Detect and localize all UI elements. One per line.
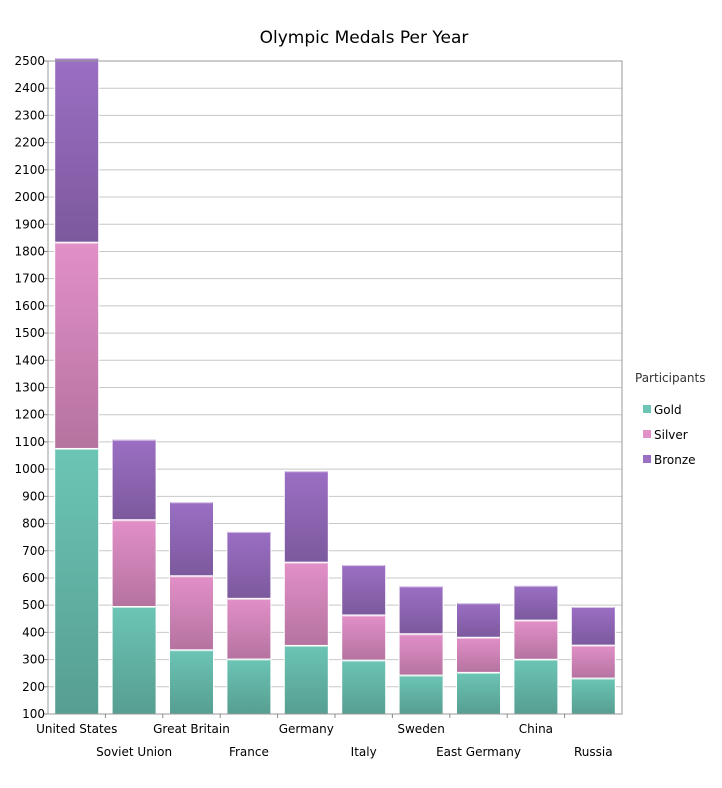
bar-bronze-great-britain <box>169 501 214 577</box>
y-tick-label: 2300 <box>14 108 45 122</box>
x-category-label: United States <box>36 722 117 736</box>
bar-silver-soviet-union <box>111 519 157 608</box>
y-tick-label: 1300 <box>14 381 45 395</box>
y-tick-label: 400 <box>22 625 45 639</box>
y-tick-label: 1000 <box>14 462 45 476</box>
y-tick-label: 900 <box>22 489 45 503</box>
bar-silver-france <box>226 597 272 660</box>
x-category-label: China <box>519 722 553 736</box>
bar-gold-soviet-union <box>111 606 157 715</box>
x-category-label: Russia <box>574 745 613 759</box>
x-category-label: France <box>229 745 269 759</box>
y-tick-label: 200 <box>22 680 45 694</box>
bar-silver-great-britain <box>169 575 214 651</box>
legend-title: Participants <box>635 371 706 385</box>
legend-swatch-silver <box>643 430 651 438</box>
bar-silver-china <box>513 619 559 660</box>
y-tick-label: 2000 <box>14 190 45 204</box>
bar-silver-germany <box>283 561 329 646</box>
x-category-label: Great Britain <box>153 722 230 736</box>
bar-bronze-east-germany <box>456 602 501 638</box>
legend-label-silver: Silver <box>654 428 688 442</box>
y-tick-label: 300 <box>22 653 45 667</box>
y-tick-label: 1700 <box>14 272 45 286</box>
axes: 100 200 300 400 500 600 700 800 900 1000 1100 1200 1… <box>14 54 623 759</box>
y-tick-label: 100 <box>22 707 45 721</box>
x-category-label: Soviet Union <box>96 745 172 759</box>
bar-silver-united-states <box>54 241 100 449</box>
bar-gold-east-germany <box>456 671 501 715</box>
y-tick-label: 1400 <box>14 353 45 367</box>
y-tick-label: 2400 <box>14 81 45 95</box>
bar-bronze-sweden <box>398 585 444 635</box>
bars <box>54 57 616 715</box>
legend-swatch-bronze <box>643 455 651 463</box>
bar-silver-east-germany <box>456 636 501 673</box>
bar-bronze-united-states <box>54 57 100 243</box>
y-tick-label: 1900 <box>14 217 45 231</box>
bar-bronze-russia <box>570 606 616 646</box>
bar-silver-sweden <box>398 633 444 676</box>
bar-silver-russia <box>570 644 616 679</box>
y-tick-label: 1200 <box>14 408 45 422</box>
y-tick-label: 2500 <box>14 54 45 68</box>
y-tick-label: 2200 <box>14 136 45 150</box>
legend: Participants Gold Silver Bronze <box>635 371 706 467</box>
legend-label-gold: Gold <box>654 403 682 417</box>
chart-title: Olympic Medals Per Year <box>260 28 469 48</box>
bar-bronze-china <box>513 584 559 621</box>
bar-bronze-germany <box>283 470 329 563</box>
bar-bronze-soviet-union <box>111 438 157 521</box>
bar-gold-united-states <box>54 447 100 715</box>
x-category-label: Italy <box>351 745 377 759</box>
bar-bronze-italy <box>341 564 387 616</box>
y-tick-label: 1800 <box>14 244 45 258</box>
bar-gold-sweden <box>398 674 444 715</box>
bar-gold-russia <box>570 677 616 715</box>
bar-gold-china <box>513 658 559 715</box>
y-tick-label: 1600 <box>14 299 45 313</box>
bar-silver-italy <box>341 614 387 661</box>
x-category-label: Germany <box>279 722 334 736</box>
y-tick-label: 2100 <box>14 163 45 177</box>
bar-gold-italy <box>341 659 387 715</box>
y-tick-label: 1500 <box>14 326 45 340</box>
y-tick-label: 500 <box>22 598 45 612</box>
y-tick-label: 800 <box>22 517 45 531</box>
bar-gold-great-britain <box>169 649 214 715</box>
bar-bronze-france <box>226 530 272 599</box>
bar-gold-germany <box>283 644 329 715</box>
y-tick-label: 1100 <box>14 435 45 449</box>
x-category-label: East Germany <box>436 745 521 759</box>
legend-label-bronze: Bronze <box>654 453 696 467</box>
bar-gold-france <box>226 658 272 715</box>
legend-swatch-gold <box>643 405 651 413</box>
y-tick-label: 600 <box>22 571 45 585</box>
x-category-label: Sweden <box>397 722 444 736</box>
y-tick-label: 700 <box>22 544 45 558</box>
